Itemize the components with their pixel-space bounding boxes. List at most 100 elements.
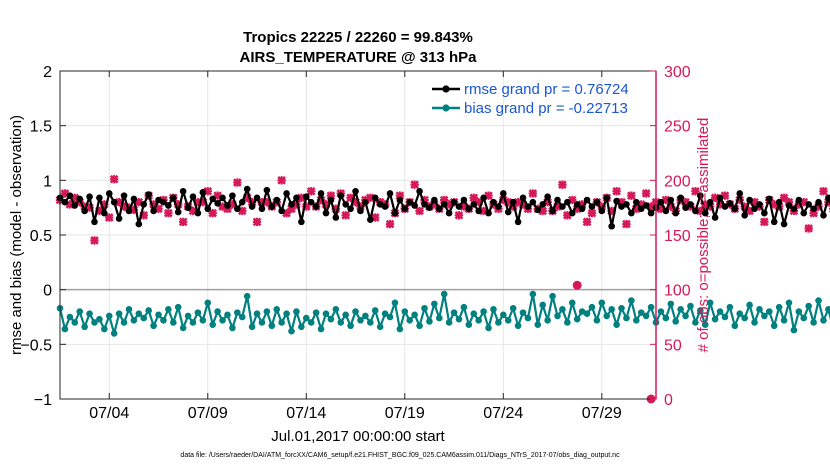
rmse-point [765, 195, 773, 203]
bias-point [618, 304, 625, 312]
rmse-point [716, 194, 724, 202]
bias-point [243, 292, 251, 300]
bias-point [258, 319, 266, 326]
rmse-point [662, 207, 670, 215]
rmse-point [273, 196, 281, 204]
rmse-point [682, 204, 689, 211]
bias-point [820, 316, 827, 324]
rmse-point [199, 189, 207, 196]
bias-point [125, 306, 133, 313]
bias-point [204, 299, 212, 307]
legend-bias-marker [442, 104, 450, 112]
bias-point [140, 314, 148, 322]
bias-point [307, 319, 315, 326]
obs-assimilated-marker [109, 174, 119, 184]
bias-point [785, 299, 793, 307]
bias-point [66, 313, 74, 321]
bias-point [145, 307, 152, 314]
x-tick-label: 07/09 [188, 405, 228, 422]
bias-point [711, 315, 719, 323]
rmse-point [711, 214, 719, 221]
rmse-point [332, 214, 340, 221]
bias-point [480, 308, 487, 315]
bias-point [283, 310, 290, 318]
bias-point [564, 319, 571, 326]
rmse-point [91, 218, 98, 226]
x-tick-label: 07/24 [483, 405, 523, 422]
obs-assimilated-marker [277, 176, 286, 185]
rmse-point [480, 194, 487, 202]
obs-assimilated-marker [252, 217, 262, 227]
bias-point [559, 306, 566, 313]
rmse-point [667, 196, 675, 204]
bias-point [342, 311, 349, 319]
obs-assimilated-marker [415, 206, 424, 216]
x-tick-label: 07/04 [89, 405, 129, 422]
bias-point [411, 311, 418, 319]
y-left-tick-label: 1.5 [30, 119, 52, 136]
x-tick-label: 07/19 [385, 405, 425, 422]
bias-point [278, 319, 285, 326]
y-left-tick-label: −1 [34, 392, 52, 409]
bias-point [746, 301, 753, 309]
rmse-point [820, 212, 827, 219]
bias-point [706, 299, 714, 307]
bias-point [435, 314, 443, 322]
bias-point [780, 316, 788, 324]
bias-point [322, 310, 330, 318]
rmse-point [150, 207, 157, 215]
rmse-point [751, 205, 758, 213]
rmse-point [485, 209, 492, 217]
bias-point [524, 314, 532, 322]
rmse-point [677, 194, 684, 202]
rmse-point [431, 196, 438, 204]
rmse-point [140, 201, 148, 208]
bias-point [529, 290, 537, 298]
rmse-point [554, 196, 561, 204]
bias-point [450, 309, 458, 316]
rmse-point [155, 196, 162, 204]
bias-point [396, 325, 404, 333]
rmse-point [504, 208, 512, 216]
bias-point [135, 310, 143, 318]
rmse-point [706, 198, 714, 206]
rmse-series-layer [56, 185, 830, 230]
rmse-point [568, 209, 576, 217]
rmse-point [342, 201, 349, 208]
bias-point [263, 308, 271, 315]
rmse-point [549, 207, 556, 215]
bias-point [642, 312, 650, 320]
y-left-tick-label: 2 [43, 64, 52, 81]
bias-point [588, 303, 596, 311]
bias-point [105, 312, 113, 320]
bias-point [495, 319, 502, 326]
obs-assimilated-marker [528, 189, 538, 198]
obs-assimilated-marker [341, 211, 351, 220]
bias-point [288, 327, 295, 335]
obs-assimilated-marker [760, 217, 769, 227]
rmse-point [603, 194, 611, 202]
bias-point [91, 319, 98, 326]
y-left-tick-label: 0 [43, 283, 52, 300]
rmse-point [539, 201, 547, 208]
rmse-point [426, 204, 433, 211]
rmse-point [726, 199, 734, 207]
bias-point [583, 310, 591, 318]
rmse-point [416, 187, 423, 195]
bias-point [155, 311, 162, 319]
bias-point [184, 312, 192, 320]
rmse-point [770, 218, 778, 226]
rmse-point [243, 185, 251, 193]
rmse-point [701, 209, 709, 217]
rmse-point [214, 199, 221, 207]
rmse-point [135, 220, 143, 228]
rmse-point [234, 205, 241, 213]
rmse-point [81, 207, 88, 215]
x-tick-label: 07/29 [582, 405, 622, 422]
bias-point [120, 319, 128, 326]
obs-assimilated-marker [454, 211, 464, 220]
rmse-point [101, 209, 108, 217]
rmse-point [608, 222, 615, 230]
obs-assimilated-marker [365, 193, 375, 203]
bias-point [810, 319, 817, 326]
